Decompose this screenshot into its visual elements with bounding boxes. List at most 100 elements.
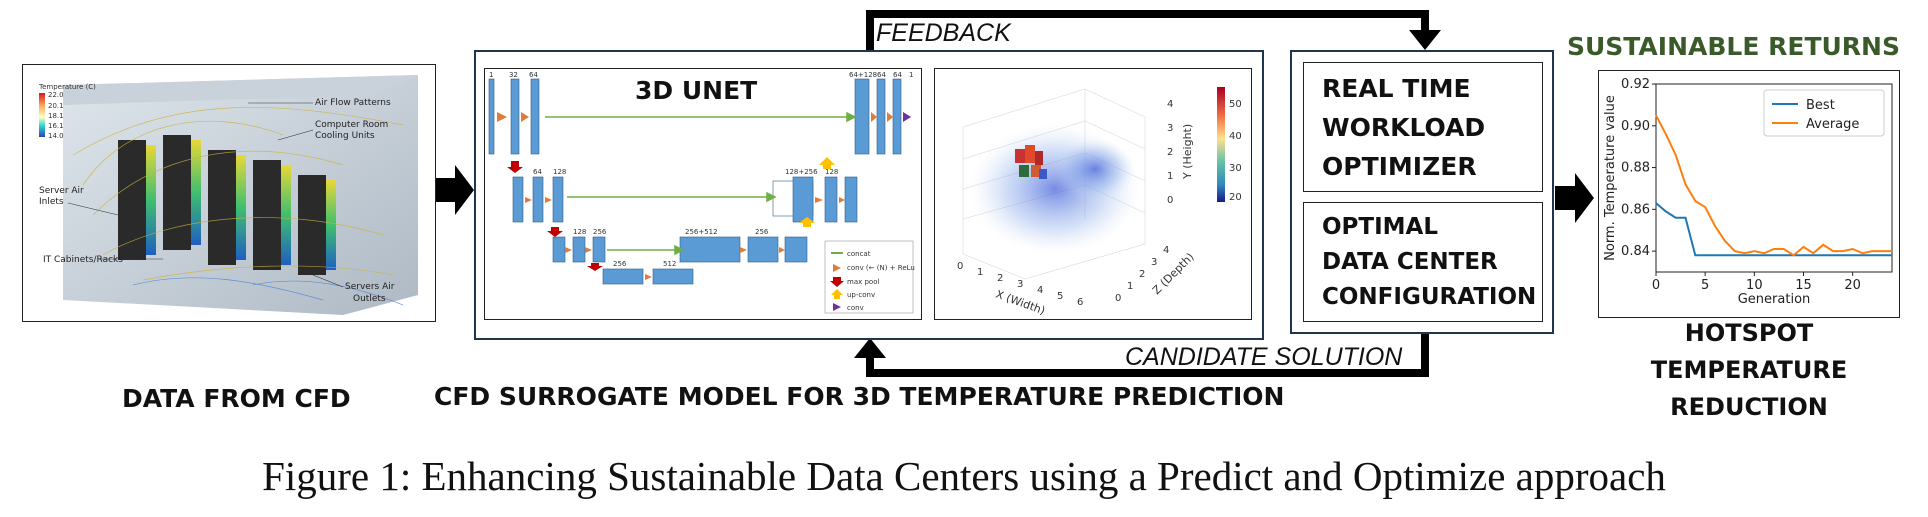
svg-text:1: 1 [1127,281,1133,292]
x-tick-label: 10 [1746,278,1763,293]
volume-plot-panel: 50 40 30 20 4 3 2 1 0 Y (Height) 0 1 2 3… [934,68,1252,320]
series-line-average [1655,114,1892,257]
feedback-label: FEEDBACK [876,19,1011,47]
figure-caption: Figure 1: Enhancing Sustainable Data Cen… [262,453,1666,499]
svg-text:Air Flow Patterns: Air Flow Patterns [315,98,391,108]
svg-text:2: 2 [1139,269,1145,280]
svg-text:64: 64 [877,71,886,79]
config-line1: OPTIMAL [1322,214,1438,240]
sustainable-returns-label: SUSTAINABLE RETURNS [1567,32,1900,61]
feedback-arrow-line [866,10,1429,55]
svg-text:22.0: 22.0 [48,91,64,99]
svg-text:2: 2 [997,273,1003,284]
svg-text:4: 4 [1163,245,1169,256]
legend-box [1763,89,1885,137]
svg-text:1: 1 [977,267,983,278]
svg-text:32: 32 [509,71,518,79]
svg-text:Outlets: Outlets [353,294,386,304]
svg-text:2: 2 [1167,147,1173,158]
unet-title: 3D UNET [635,76,757,105]
feedback-arrow-head [1409,30,1441,50]
volume-plot: 50 40 30 20 4 3 2 1 0 Y (Height) 0 1 2 3… [957,87,1242,317]
cfd-illustration: Temperature (C) 22.0 20.1 18.1 16.1 14.0… [38,75,418,315]
svg-text:Inlets: Inlets [39,197,64,207]
chart-xlabel: Generation [1738,292,1811,307]
svg-text:40: 40 [1229,131,1242,142]
config-line3: CONFIGURATION [1322,284,1537,310]
svg-text:IT Cabinets/Racks: IT Cabinets/Racks [43,255,123,265]
unet-diagram: 3D UNET [488,71,915,314]
svg-text:64+128: 64+128 [849,71,877,79]
svg-text:max pool: max pool [847,278,879,286]
optimizer-line2: WORKLOAD [1322,113,1486,142]
svg-text:3: 3 [1167,123,1173,134]
svg-text:0: 0 [1115,293,1121,304]
svg-text:128+256: 128+256 [785,168,818,176]
arrow-optimizer-to-chart [1555,173,1594,223]
svg-text:512: 512 [663,260,676,268]
config-line2: DATA CENTER [1322,249,1498,275]
y-tick-label: 0.92 [1621,77,1650,92]
plot-area [1655,83,1893,273]
svg-text:128: 128 [825,168,838,176]
hotspot-cells [1015,145,1047,179]
x-tick-label: 20 [1844,278,1861,293]
svg-text:16.1: 16.1 [48,122,64,130]
svg-text:concat: concat [847,250,871,258]
svg-text:Cooling Units: Cooling Units [315,131,375,141]
volume-colorbar [1217,87,1225,202]
cfd-legend-title: Temperature (C) [38,83,96,91]
server-racks [118,135,336,275]
candidate-solution-label: CANDIDATE SOLUTION [1125,343,1403,371]
svg-text:1: 1 [1167,171,1173,182]
svg-text:3: 3 [1017,279,1023,290]
surrogate-model-label: CFD SURROGATE MODEL FOR 3D TEMPERATURE P… [434,382,1285,411]
svg-text:20: 20 [1229,192,1242,203]
x-tick-label: 0 [1652,278,1660,293]
chart-ylabel: Norm. Temperature value [1603,95,1618,261]
svg-text:50: 50 [1229,99,1242,110]
svg-text:Server Air: Server Air [39,186,84,196]
svg-text:conv: conv [847,304,864,312]
svg-text:6: 6 [1077,297,1083,308]
data-from-cfd-label: DATA FROM CFD [122,384,351,413]
svg-text:0: 0 [1167,195,1173,206]
airflow-lines [72,107,404,281]
svg-text:conv (← (N) + ReLu: conv (← (N) + ReLu [847,264,915,272]
svg-text:5: 5 [1057,291,1063,302]
svg-text:3: 3 [1151,257,1157,268]
y-tick-label: 0.88 [1621,161,1650,176]
svg-text:20.1: 20.1 [48,102,64,110]
temperature-colorbar [39,93,45,137]
optimizer-line1: REAL TIME [1322,74,1471,103]
candidate-arrow-line [866,328,1429,377]
svg-text:64: 64 [529,71,538,79]
svg-text:30: 30 [1229,163,1242,174]
svg-text:Computer Room: Computer Room [315,120,388,130]
svg-text:64: 64 [893,71,902,79]
svg-text:128: 128 [573,228,586,236]
candidate-arrow-head [854,338,886,358]
optimizer-line3: OPTIMIZER [1322,152,1477,181]
legend-label: Average [1806,117,1859,132]
volume-ylabel: Y (Height) [1181,124,1194,180]
optimal-config-box [1303,202,1543,322]
convergence-chart: 0.840.860.880.900.920 5 10 15 20 Generation … [1603,77,1893,307]
y-tick-label: 0.86 [1621,202,1650,217]
svg-text:256: 256 [755,228,769,236]
x-tick-label: 5 [1701,278,1709,293]
svg-text:1: 1 [489,71,493,79]
series-line-best [1655,202,1892,257]
svg-text:1: 1 [909,71,913,79]
hotspot-line3: REDUCTION [1670,393,1828,421]
svg-text:up-conv: up-conv [847,291,875,299]
cfd-image-frame: Temperature (C) 22.0 20.1 18.1 16.1 14.0… [22,64,436,322]
unet-legend: concat conv (← (N) + ReLu max pool up-co… [824,240,915,314]
svg-text:256: 256 [593,228,607,236]
legend-label: Best [1806,98,1835,113]
hotspot-line2: TEMPERATURE [1650,356,1848,384]
svg-text:4: 4 [1167,99,1173,110]
unet-panel: 3D UNET [484,68,922,320]
svg-text:256: 256 [613,260,627,268]
